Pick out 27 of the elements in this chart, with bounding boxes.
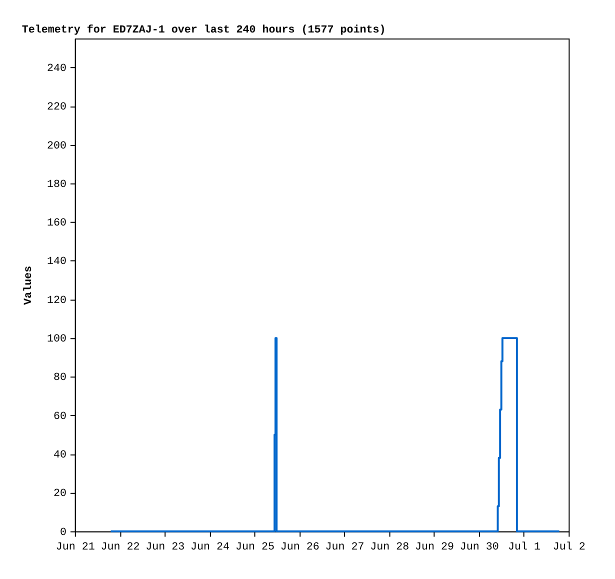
y-tick-label: 60	[54, 410, 67, 423]
y-tick-label: 120	[47, 294, 67, 307]
y-axis-title: Values	[23, 266, 36, 305]
x-tick-label: Jul 1	[508, 542, 541, 554]
y-tick-label: 100	[47, 334, 67, 346]
y-tick-label: 140	[47, 256, 67, 268]
x-tick-label: Jun 25	[235, 542, 274, 554]
x-tick-label: Jun 30	[460, 542, 499, 554]
x-tick-label: Jun 21	[56, 542, 95, 554]
y-tick-label: 20	[54, 488, 67, 500]
x-tick-label: Jun 26	[280, 542, 320, 554]
y-tick-label: 40	[54, 449, 67, 462]
x-tick-label: Jun 23	[146, 542, 185, 554]
chart-title: Telemetry for ED7ZAJ-1 over last 240 hours (1577 points)	[22, 24, 386, 37]
x-tick-label: Jun 27	[325, 542, 364, 554]
x-tick-label: Jun 22	[100, 542, 140, 554]
y-tick-label: 80	[54, 372, 67, 384]
y-tick-label: 200	[47, 140, 67, 152]
x-tick-label: Jul 2	[552, 542, 586, 554]
y-tick-label: 180	[47, 178, 67, 191]
y-tick-label: 220	[47, 102, 67, 114]
y-tick-label: 240	[47, 62, 67, 75]
y-tick-label: 0	[60, 526, 67, 539]
x-tick-label: Jun 29	[415, 542, 454, 554]
y-tick-label: 160	[47, 218, 67, 230]
x-tick-label: Jun 24	[190, 542, 230, 554]
x-tick-label: Jun 28	[370, 542, 410, 554]
